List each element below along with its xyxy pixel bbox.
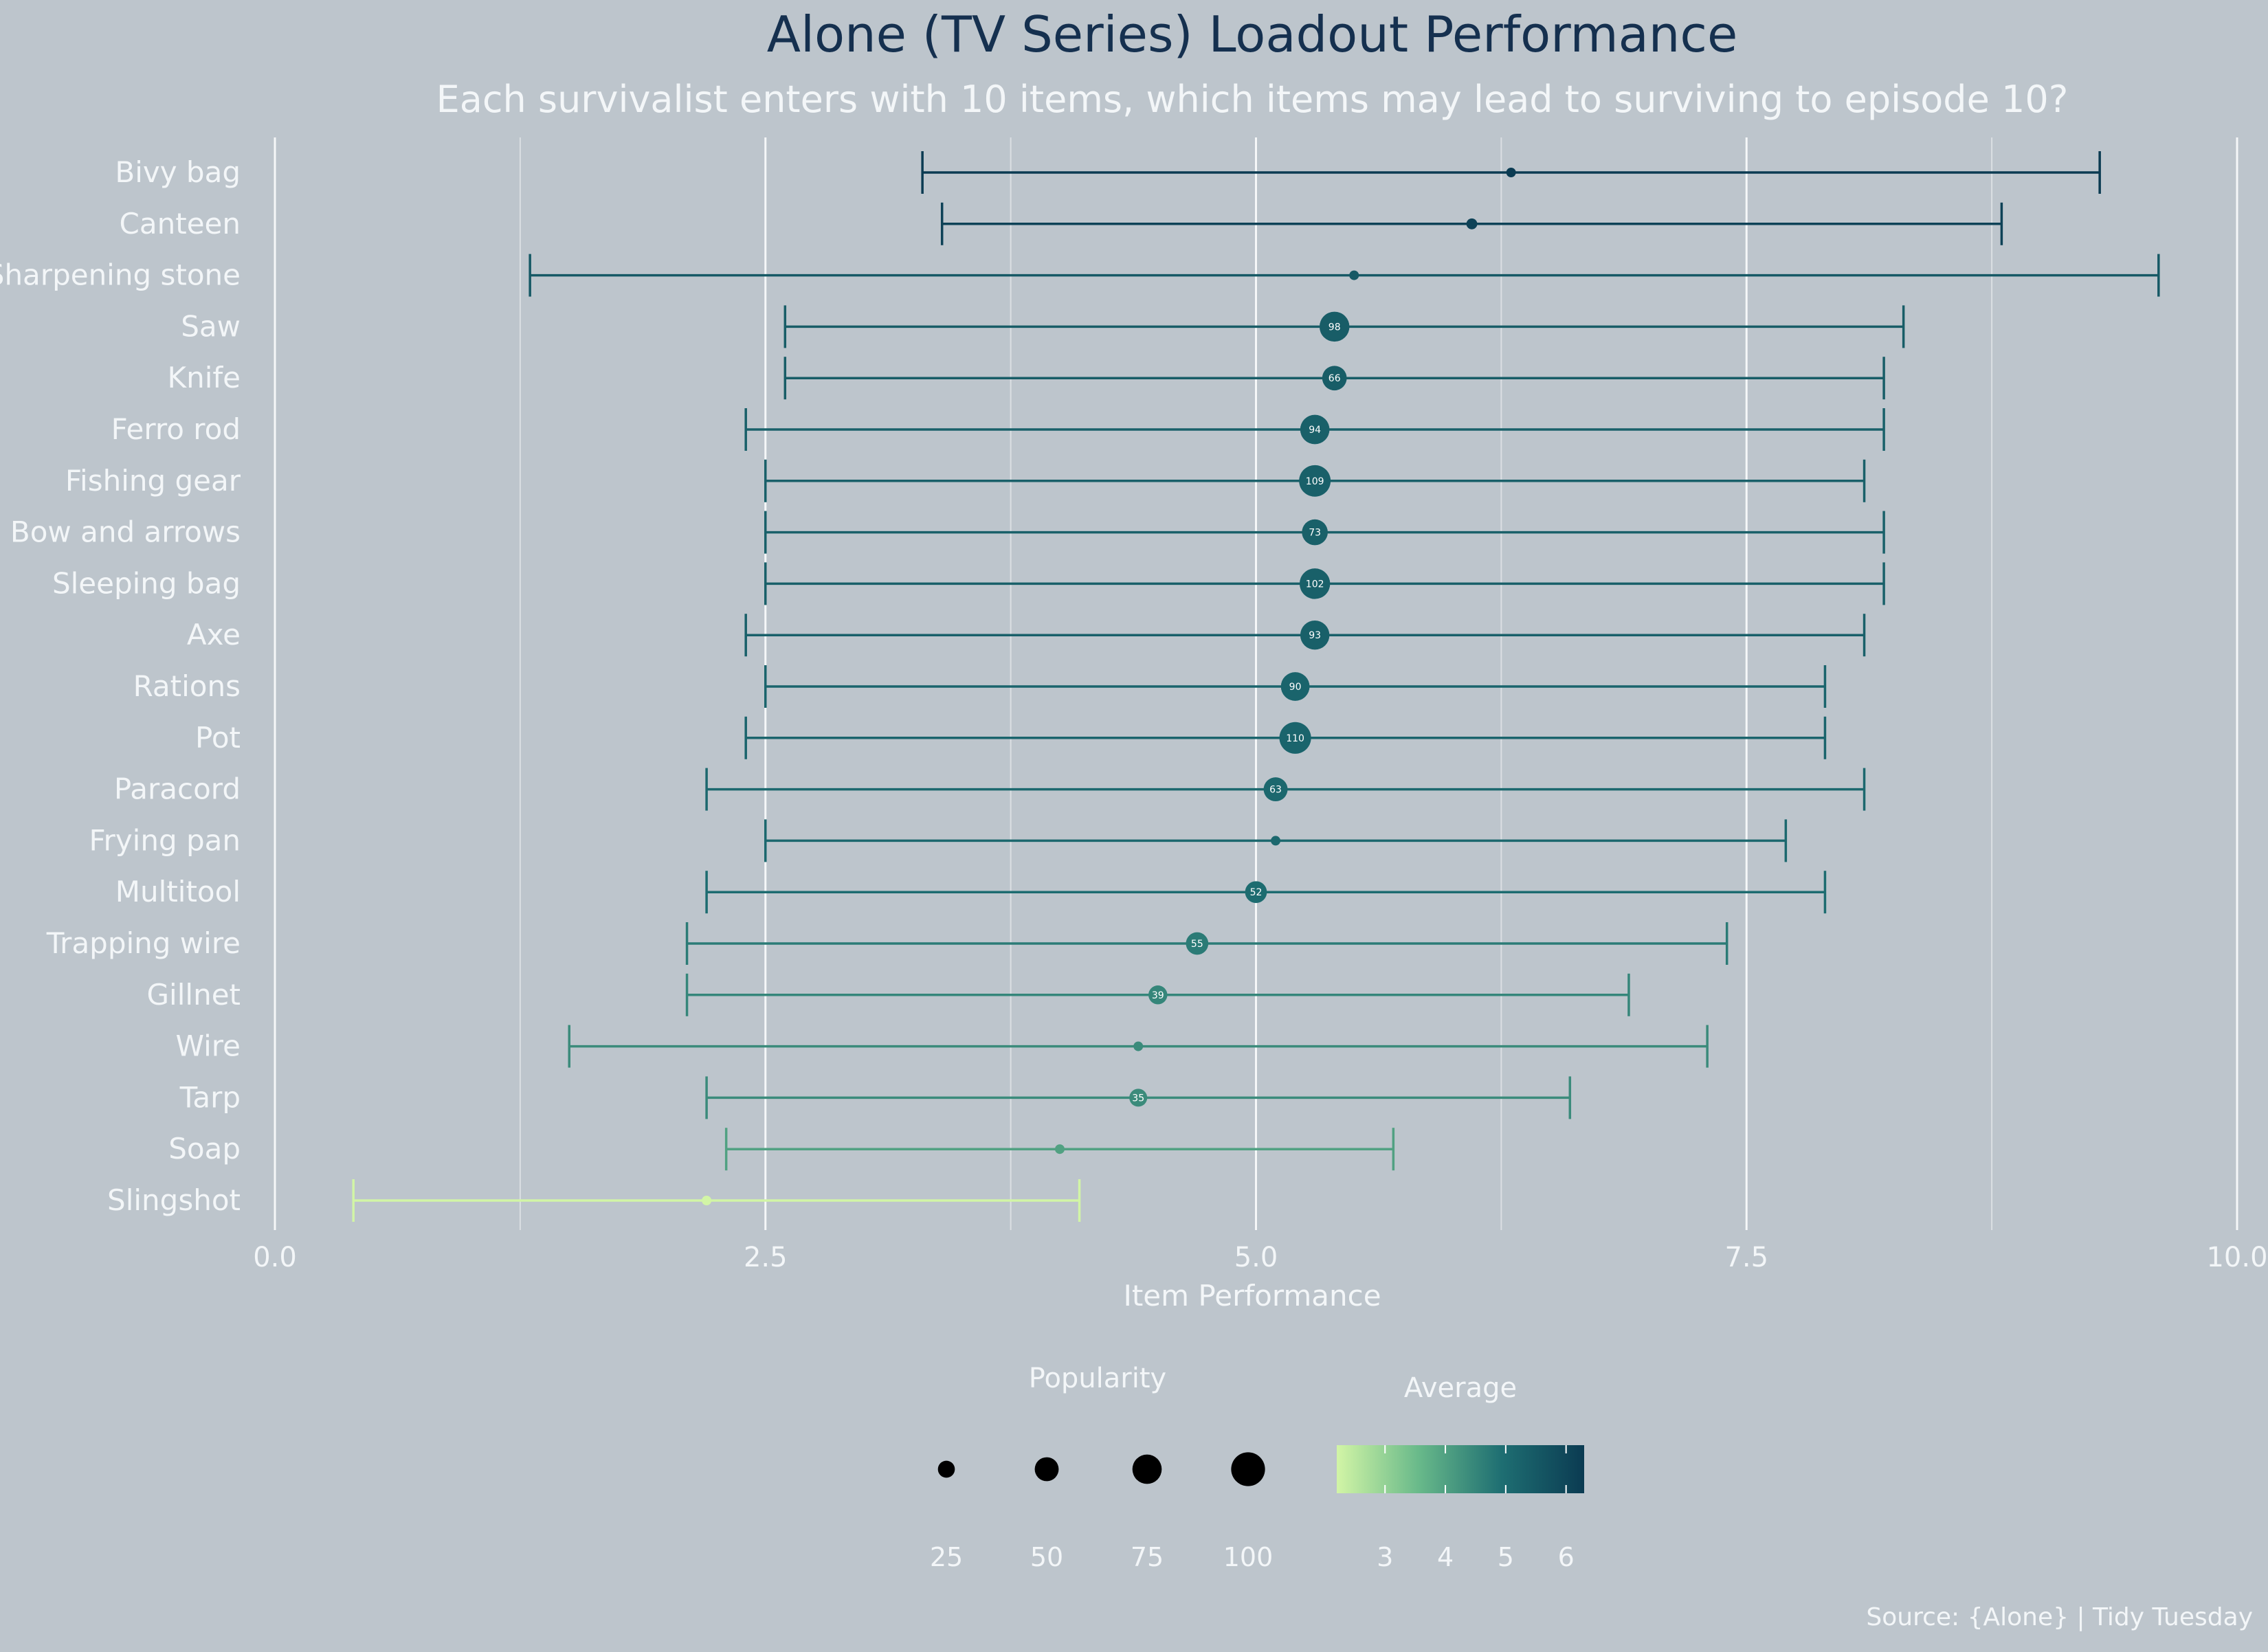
point-pot (1279, 722, 1311, 754)
y-label-bivy-bag: Bivy bag (115, 155, 241, 189)
y-label-gillnet: Gillnet (147, 978, 241, 1012)
average-points: 98 66 94 109 73 102 93 90 110 63 52 55 39 35 (702, 168, 1516, 1205)
legend-colorbar (1337, 1445, 1584, 1493)
point-tarp (1129, 1089, 1148, 1107)
point-label-paracord: 63 (1269, 785, 1282, 796)
y-label-axe: Axe (187, 618, 241, 651)
legend-size-label: 100 (1223, 1542, 1274, 1572)
point-canteen (1466, 218, 1478, 230)
point-rations (1280, 672, 1310, 701)
point-wire (1133, 1041, 1144, 1051)
x-tick-label: 10.0 (2206, 1242, 2267, 1273)
error-bar-sharpening-stone (529, 254, 2160, 297)
y-label-knife: Knife (168, 361, 241, 394)
y-label-sharpening-stone: Sharpening stone (0, 258, 241, 292)
y-label-wire: Wire (176, 1029, 241, 1063)
point-label-saw: 98 (1328, 322, 1341, 333)
legend-size-key (937, 1460, 955, 1478)
y-label-paracord: Paracord (114, 772, 241, 806)
legend-color-label: 4 (1437, 1542, 1454, 1572)
y-label-trapping-wire: Trapping wire (46, 926, 241, 960)
point-label-knife: 66 (1328, 373, 1341, 384)
y-label-rations: Rations (133, 669, 241, 703)
legend-size-key (1132, 1454, 1162, 1484)
legend-size-label: 25 (930, 1542, 963, 1572)
point-ferro-rod (1300, 414, 1330, 445)
chart-subtitle: Each survivalist enters with 10 items, w… (436, 78, 2069, 121)
legend-color-label: 5 (1498, 1542, 1514, 1572)
y-label-multitool: Multitool (115, 875, 241, 908)
point-sleeping-bag (1299, 568, 1331, 599)
legend-color-title: Average (1404, 1372, 1517, 1404)
gridlines (274, 137, 2238, 1230)
point-label-trapping-wire: 55 (1191, 939, 1203, 950)
chart-caption: Source: {Alone} | Tidy Tuesday (1866, 1603, 2253, 1631)
point-knife (1322, 366, 1347, 391)
y-label-sleeping-bag: Sleeping bag (52, 566, 241, 600)
point-label-rations: 90 (1289, 682, 1302, 693)
point-frying-pan (1271, 836, 1281, 846)
x-axis-title: Item Performance (1123, 1279, 1381, 1313)
point-bow-and-arrows (1302, 519, 1328, 546)
point-label-gillnet: 39 (1152, 990, 1164, 1001)
legend-size-key (1231, 1452, 1265, 1486)
chart-title: Alone (TV Series) Loadout Performance (767, 5, 1738, 63)
point-label-pot: 110 (1286, 733, 1304, 744)
y-label-frying-pan: Frying pan (89, 823, 241, 857)
y-label-tarp: Tarp (179, 1080, 241, 1114)
point-label-sleeping-bag: 102 (1306, 579, 1324, 590)
point-trapping-wire (1186, 932, 1209, 955)
y-label-fishing-gear: Fishing gear (65, 464, 241, 498)
y-axis-labels: Bivy bag Canteen Sharpening stone Saw Knife F… (0, 155, 241, 1217)
x-axis: 0.0 2.5 5.0 7.5 10.0 (253, 1242, 2267, 1273)
legend-size-label: 75 (1131, 1542, 1164, 1572)
y-label-soap: Soap (168, 1132, 241, 1165)
point-label-ferro-rod: 94 (1309, 425, 1321, 436)
point-label-fishing-gear: 109 (1306, 476, 1324, 487)
legend: Popularity 25 50 75 100 Average 3 4 5 6 (930, 1363, 1584, 1572)
point-slingshot (702, 1196, 712, 1205)
y-label-saw: Saw (181, 309, 241, 343)
y-label-bow-and-arrows: Bow and arrows (10, 515, 241, 549)
legend-size-key (1034, 1457, 1059, 1482)
point-axe (1300, 620, 1330, 650)
point-label-axe: 93 (1309, 630, 1321, 641)
error-bar-slingshot (352, 1179, 1081, 1222)
legend-size-label: 50 (1030, 1542, 1063, 1572)
y-label-canteen: Canteen (120, 207, 241, 241)
point-saw (1319, 311, 1350, 342)
point-label-tarp: 35 (1132, 1093, 1144, 1104)
point-label-bow-and-arrows: 73 (1309, 528, 1321, 539)
point-soap (1055, 1144, 1065, 1154)
point-sharpening-stone (1349, 270, 1359, 280)
x-tick-label: 5.0 (1234, 1242, 1278, 1273)
y-label-slingshot: Slingshot (107, 1183, 241, 1217)
point-multitool (1245, 881, 1267, 904)
x-tick-label: 0.0 (253, 1242, 297, 1273)
x-tick-label: 7.5 (1724, 1242, 1768, 1273)
x-tick-label: 2.5 (744, 1242, 788, 1273)
legend-color-label: 3 (1377, 1542, 1393, 1572)
point-fishing-gear (1299, 465, 1331, 497)
point-gillnet (1148, 985, 1168, 1005)
point-label-multitool: 52 (1250, 887, 1263, 898)
point-bivy-bag (1506, 168, 1516, 177)
legend-size-title: Popularity (1029, 1363, 1166, 1394)
point-paracord (1263, 777, 1288, 802)
legend-color-label: 6 (1558, 1542, 1575, 1572)
y-label-pot: Pot (195, 721, 241, 755)
y-label-ferro-rod: Ferro rod (111, 412, 241, 446)
